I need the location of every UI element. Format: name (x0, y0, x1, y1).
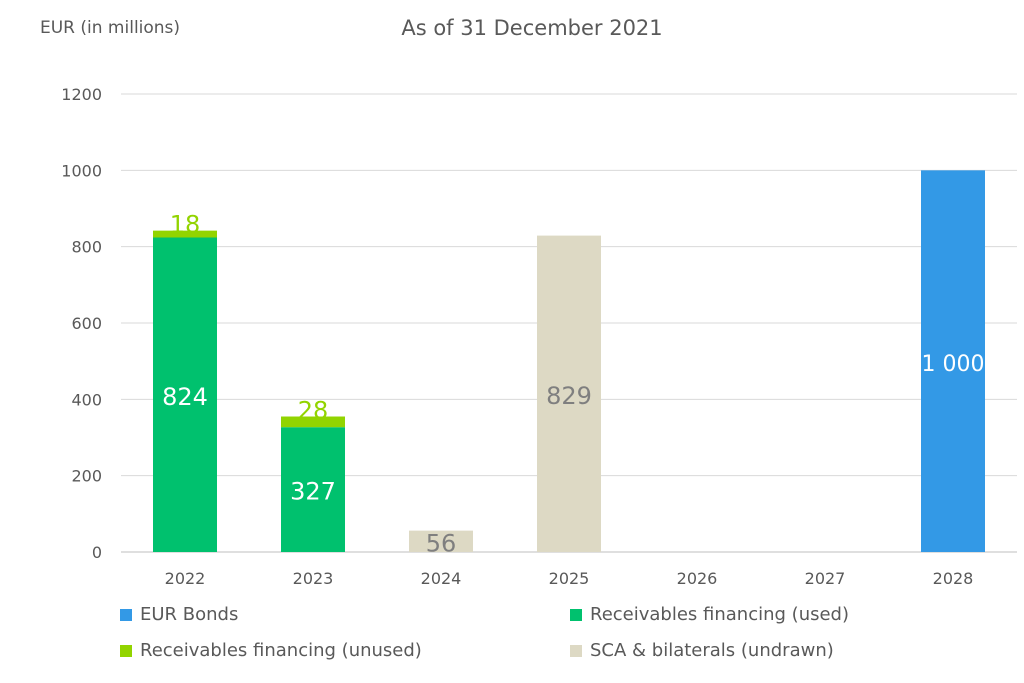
y-tick-label: 600 (71, 314, 102, 333)
legend-item-receivables-unused: Receivables financing (unused) (120, 640, 422, 661)
bar-segment (281, 416, 345, 428)
legend-item-receivables-used: Receivables financing (used) (570, 604, 849, 625)
data-label: 824 (162, 383, 208, 411)
legend-label: Receivables financing (used) (590, 604, 849, 625)
bar-chart: 0 200 400 600 800 1000 1200 2022 2023 2024 2025 202… (61, 85, 1017, 588)
y-tick-label: 200 (71, 467, 102, 486)
bar-segment (409, 530, 473, 552)
y-tick-label: 400 (71, 390, 102, 409)
bar-segment (537, 235, 601, 552)
y-tick-label: 1000 (61, 161, 102, 180)
bar-segment (281, 427, 345, 552)
x-tick-label: 2022 (165, 569, 206, 588)
data-label: 829 (546, 382, 592, 410)
bar-segment (153, 230, 217, 238)
bar-segment (921, 170, 985, 553)
y-axis-unit-label: EUR (in millions) (40, 18, 181, 38)
data-label: 1 000 (922, 352, 985, 377)
legend-swatch (570, 608, 582, 621)
y-tick-label: 1200 (61, 85, 102, 104)
legend-swatch (120, 608, 132, 621)
chart-title: As of 31 December 2021 (401, 16, 663, 40)
x-tick-label: 2028 (933, 569, 974, 588)
data-label: 18 (170, 211, 201, 239)
legend-label: EUR Bonds (140, 604, 239, 625)
x-tick-label: 2025 (549, 569, 590, 588)
legend-item-sca-bilaterals: SCA & bilaterals (undrawn) (570, 640, 834, 661)
bar-segment (153, 237, 217, 553)
x-tick-label: 2027 (805, 569, 846, 588)
x-tick-label: 2024 (421, 569, 462, 588)
x-tick-label: 2023 (293, 569, 334, 588)
y-tick-label: 800 (71, 238, 102, 257)
data-label: 56 (426, 529, 457, 557)
legend-swatch (570, 644, 582, 657)
x-tick-label: 2026 (677, 569, 718, 588)
legend-item-eur-bonds: EUR Bonds (120, 604, 238, 625)
data-label: 28 (298, 397, 329, 425)
legend-label: Receivables financing (unused) (140, 640, 422, 661)
legend-swatch (120, 644, 132, 657)
legend: EUR Bonds Receivables financing (used) R… (120, 604, 920, 674)
y-tick-label: 0 (92, 543, 102, 562)
data-label: 327 (290, 478, 336, 506)
legend-label: SCA & bilaterals (undrawn) (590, 640, 834, 661)
